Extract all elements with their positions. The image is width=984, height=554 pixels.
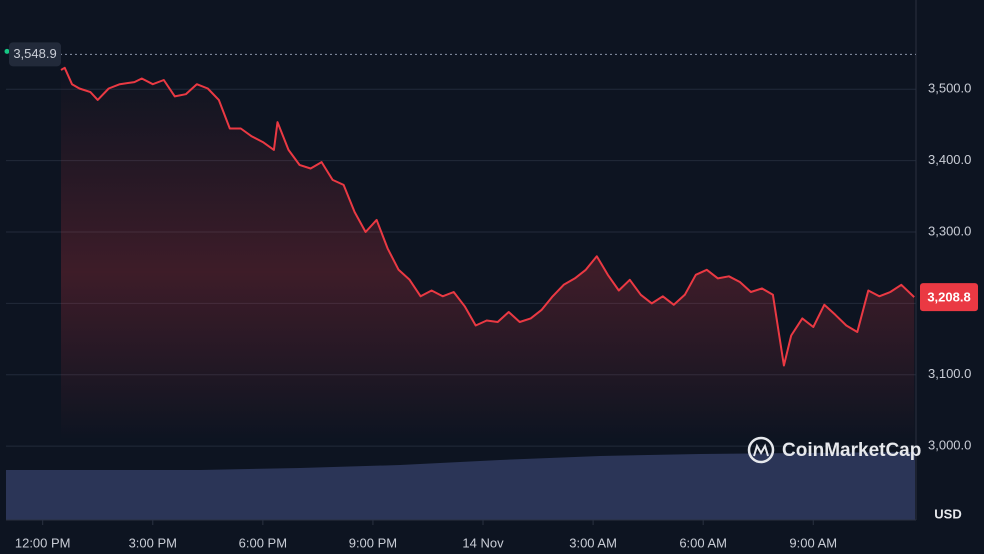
volume-band: [6, 452, 915, 520]
high-dot: [4, 48, 10, 54]
high-label-box: [9, 42, 61, 67]
x-tick-label: 3:00 AM: [569, 535, 617, 550]
watermark: CoinMarketCap: [747, 436, 921, 464]
x-tick-label: 9:00 AM: [789, 535, 837, 550]
x-tick-label: 9:00 PM: [349, 535, 397, 550]
watermark-logo-mark: [753, 443, 769, 457]
x-tick-label: 14 Nov: [462, 535, 504, 550]
x-tick-label: 6:00 AM: [679, 535, 727, 550]
x-tick-label: 6:00 PM: [239, 535, 287, 550]
y-tick-label: 3,400.0: [928, 152, 971, 167]
last-label-box: [920, 283, 978, 312]
x-tick-label: 12:00 PM: [15, 535, 71, 550]
high-label: 3,548.9: [13, 46, 56, 61]
price-line: [60, 66, 915, 367]
x-tick-label: 3:00 PM: [129, 535, 177, 550]
y-tick-label: 3,500.0: [928, 81, 971, 96]
last-label: 3,208.8: [927, 290, 970, 305]
y-unit: USD: [934, 506, 961, 521]
watermark-text: CoinMarketCap: [782, 440, 921, 461]
y-tick-label: 3,000.0: [928, 438, 971, 453]
price-area: [61, 67, 915, 441]
y-tick-label: 3,300.0: [928, 223, 971, 238]
y-tick-label: 3,100.0: [928, 366, 971, 381]
